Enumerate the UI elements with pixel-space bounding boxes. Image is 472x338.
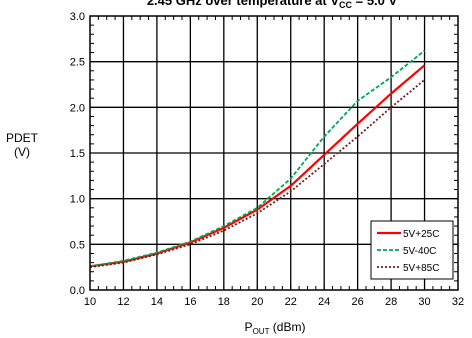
x-label-main: P <box>245 320 253 334</box>
title-main: 2.45 GHz over temperature at V <box>147 0 340 8</box>
x-tick-label: 28 <box>385 296 397 308</box>
title-tail: = 5.0 V <box>352 0 397 8</box>
series-line-2 <box>89 79 426 269</box>
x-tick-label: 18 <box>218 296 230 308</box>
x-tick-label: 24 <box>318 296 330 308</box>
x-tick-label: 12 <box>117 296 129 308</box>
x-tick-label: 14 <box>151 296 163 308</box>
x-tick-label: 26 <box>352 296 364 308</box>
y-tick-label: 2.0 <box>70 102 85 114</box>
y-tick-label: 1.5 <box>70 148 85 160</box>
legend-label-1: 5V-40C <box>403 246 436 257</box>
svg-text:2.45 GHz over temperature at V: 2.45 GHz over temperature at VCC = 5.0 V <box>147 0 398 10</box>
x-label-subscript: OUT <box>253 327 270 336</box>
y-tick-label: 3.0 <box>70 11 85 23</box>
series-layer <box>89 49 426 269</box>
x-tick-label: 32 <box>452 296 464 308</box>
x-label-tail: (dBm) <box>269 320 305 334</box>
y-axis-label-line2: (V) <box>14 145 30 159</box>
x-tick-label: 20 <box>251 296 263 308</box>
y-tick-label: 1.0 <box>70 194 85 206</box>
x-tick-label: 10 <box>84 296 96 308</box>
legend: 5V+25C 5V-40C 5V+85C <box>370 220 454 280</box>
legend-label-0: 5V+25C <box>403 229 439 240</box>
y-axis-label-line1: PDET <box>6 131 39 145</box>
series-line-1 <box>89 49 426 268</box>
y-tick-label: 0.0 <box>70 285 85 297</box>
x-tick-label: 30 <box>418 296 430 308</box>
x-axis-label: POUT (dBm) <box>245 320 306 336</box>
title-subscript: CC <box>339 0 352 10</box>
x-tick-label: 16 <box>184 296 196 308</box>
y-tick-label: 0.5 <box>70 239 85 251</box>
x-tick-label: 22 <box>285 296 297 308</box>
y-tick-label: 2.5 <box>70 57 85 69</box>
chart-title: 2.45 GHz over temperature at VCC = 5.0 V <box>147 0 398 10</box>
legend-label-2: 5V+85C <box>403 263 439 274</box>
